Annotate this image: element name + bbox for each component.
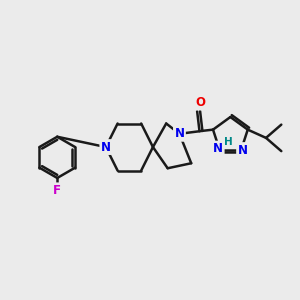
Text: N: N — [174, 127, 184, 140]
Text: H: H — [224, 137, 232, 147]
Text: F: F — [53, 184, 61, 197]
Text: N: N — [238, 143, 248, 157]
Text: N: N — [101, 141, 111, 154]
Text: N: N — [213, 142, 223, 155]
Text: O: O — [195, 96, 205, 109]
